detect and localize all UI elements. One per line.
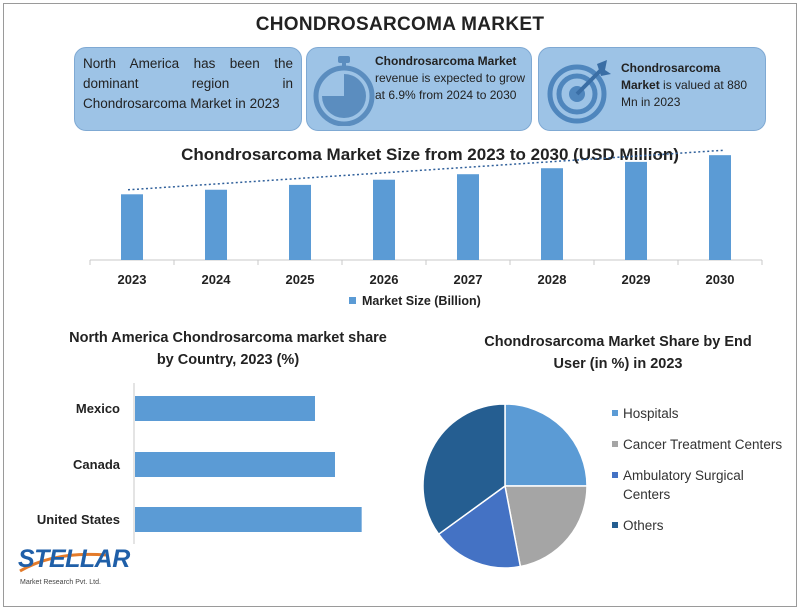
bar-xtick-label: 2026 — [370, 272, 399, 287]
hbar-category-label: United States — [37, 512, 120, 527]
info-card-value-bold: Chondrosarcoma Market — [621, 61, 721, 92]
bar-xtick-label: 2027 — [454, 272, 483, 287]
info-card-region: North America has been the dominant regi… — [74, 47, 302, 131]
hbar-canada — [135, 452, 335, 477]
pie-chart-title: Chondrosarcoma Market Share by End User … — [484, 334, 752, 372]
pie-legend-item: Ambulatory Surgical Centers — [612, 466, 792, 504]
bar-2028 — [541, 168, 563, 260]
bar-xtick-label: 2028 — [538, 272, 567, 287]
bar-legend-label: Market Size (Billion) — [362, 294, 481, 308]
hbar-united-states — [135, 507, 362, 532]
info-card-value-body: is valued at 880 Mn in 2023 — [621, 78, 748, 109]
pie-slice-cancer-treatment-centers — [504, 485, 588, 568]
stellar-logo: STELLAR Market Research Pvt. Ltd. — [14, 545, 130, 591]
info-card-growth-text: Chondrosarcoma Market revenue is expecte… — [375, 53, 527, 104]
bar-xtick-label: 2029 — [622, 272, 651, 287]
info-card-growth-body: revenue is expected to grow at 6.9% from… — [375, 71, 526, 102]
bar-2025 — [289, 184, 311, 260]
bar-xtick-label: 2023 — [118, 272, 147, 287]
pie-legend-label: Ambulatory Surgical Centers — [623, 468, 744, 502]
pie-legend-swatch — [612, 441, 618, 447]
pie-slice-others — [422, 403, 506, 536]
logo-subtitle: Market Research Pvt. Ltd. — [20, 579, 101, 586]
pie-legend-item: Hospitals — [612, 404, 792, 423]
bar-2029 — [625, 161, 647, 260]
info-card-growth: Chondrosarcoma Market revenue is expecte… — [306, 47, 532, 131]
info-card-growth-bold: Chondrosarcoma Market — [375, 54, 517, 68]
bar-legend-swatch — [349, 297, 356, 304]
infographic-frame — [3, 3, 797, 607]
hbar-category-label: Mexico — [76, 401, 120, 416]
page-title: CHONDROSARCOMA MARKET — [255, 14, 545, 35]
hbar-mexico — [135, 396, 315, 421]
pie-legend-swatch — [612, 472, 618, 478]
info-card-region-text: North America has been the dominant regi… — [83, 56, 293, 111]
stopwatch-icon — [313, 56, 375, 126]
bar-xtick-label: 2030 — [706, 272, 735, 287]
pie-legend-label: Others — [623, 518, 664, 533]
pie-legend-item: Cancer Treatment Centers — [612, 435, 792, 454]
hbar-chart-title: North America Chondrosarcoma market shar… — [69, 330, 387, 368]
bar-xtick-label: 2024 — [202, 272, 232, 287]
pie-legend-swatch — [612, 522, 618, 528]
bar-2027 — [457, 174, 479, 260]
logo-wordmark: STELLAR — [18, 545, 130, 573]
bar-chart-title: Chondrosarcoma Market Size from 2023 to … — [181, 145, 679, 164]
info-card-value: Chondrosarcoma Market is valued at 880 M… — [538, 47, 766, 131]
pie-legend-label: Cancer Treatment Centers — [623, 437, 783, 452]
pie-slice-ambulatory-surgical-centers — [437, 484, 522, 569]
pie-legend-item: Others — [612, 516, 792, 535]
bar-2026 — [373, 179, 395, 260]
logo-swoosh-icon — [19, 552, 107, 573]
bar-xtick-label: 2025 — [286, 272, 315, 287]
hbar-category-label: Canada — [73, 457, 121, 472]
target-icon — [547, 60, 611, 124]
pie-legend: Hospitals Cancer Treatment Centers Ambulat… — [612, 404, 792, 545]
pie-legend-swatch — [612, 410, 618, 416]
pie-legend-label: Hospitals — [623, 406, 679, 421]
pie-slice-hospitals — [504, 403, 588, 487]
info-card-value-text: Chondrosarcoma Market is valued at 880 M… — [621, 60, 751, 111]
bar-2023 — [121, 194, 143, 260]
bar-2024 — [205, 189, 227, 260]
bar-trendline — [127, 149, 725, 191]
bar-2030 — [709, 155, 731, 260]
